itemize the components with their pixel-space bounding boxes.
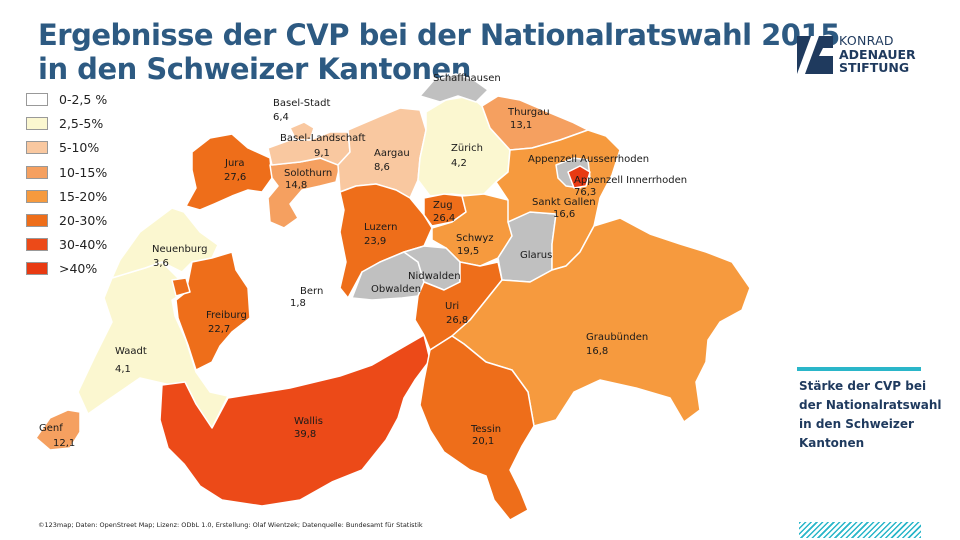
value-wallis: 39,8	[294, 429, 316, 440]
value-waadt: 4,1	[115, 364, 131, 375]
legend-label: 15-20%	[59, 188, 108, 204]
label-basel-landschaft: Basel-Landschaft	[280, 133, 366, 144]
value-tessin: 20,1	[472, 436, 494, 447]
side-caption-line: Stärke der CVP bei	[799, 379, 927, 393]
label-appenzell-innerrhoden: Appenzell Innerrhoden	[574, 175, 687, 186]
logo-line-2: ADENAUER	[839, 46, 916, 62]
value-graubuenden: 16,8	[586, 346, 608, 357]
label-sankt-gallen: Sankt Gallen	[532, 197, 596, 208]
label-nidwalden: Nidwalden	[408, 271, 461, 282]
canton-tessin[interactable]	[419, 335, 535, 521]
label-luzern: Luzern	[364, 222, 397, 233]
value-basel-landschaft: 9,1	[314, 148, 330, 159]
title-line-2: in den Schweizer Kantonen	[38, 52, 471, 86]
label-solothurn: Solothurn	[284, 168, 332, 179]
label-basel-stadt: Basel-Stadt	[273, 98, 330, 109]
logo-text: KONRAD ADENAUER STIFTUNG	[839, 34, 916, 75]
label-bern: Bern	[300, 286, 323, 297]
legend-swatch	[26, 189, 48, 203]
label-jura: Jura	[224, 158, 245, 169]
legend-label: 2,5-5%	[59, 116, 104, 132]
legend-label: 5-10%	[59, 140, 100, 156]
canton-jura[interactable]	[185, 133, 273, 211]
legend-label: 30-40%	[59, 237, 108, 253]
canton-genf[interactable]	[35, 409, 81, 451]
kas-logo-icon	[797, 36, 833, 74]
label-uri: Uri	[445, 301, 459, 312]
label-tessin: Tessin	[470, 424, 501, 435]
side-caption-line: in den Schweizer	[799, 417, 914, 431]
legend-swatch	[26, 262, 48, 276]
legend-swatch	[26, 93, 48, 106]
value-jura: 27,6	[224, 172, 246, 183]
label-aargau: Aargau	[374, 148, 410, 159]
label-zug: Zug	[433, 200, 453, 211]
value-zuerich: 4,2	[451, 158, 467, 169]
label-schaffhausen: Schaffhausen	[433, 73, 501, 84]
value-sankt-gallen: 16,6	[553, 209, 575, 220]
label-waadt: Waadt	[115, 346, 147, 357]
value-thurgau: 13,1	[510, 120, 532, 131]
label-neuenburg: Neuenburg	[152, 244, 207, 255]
value-bern: 1,8	[290, 298, 306, 309]
value-appenzell-innerrhoden: 76,3	[574, 187, 596, 198]
legend-swatch	[26, 238, 48, 252]
side-caption-line: Kantonen	[799, 436, 865, 450]
label-zuerich: Zürich	[451, 143, 483, 154]
canton-wallis[interactable]	[159, 334, 431, 507]
canton-basel-stadt[interactable]	[289, 121, 315, 141]
legend-label: >40%	[59, 261, 98, 277]
value-aargau: 8,6	[374, 162, 390, 173]
canton-freiburg[interactable]	[175, 251, 251, 371]
label-genf: Genf	[39, 423, 63, 434]
value-luzern: 23,9	[364, 236, 386, 247]
value-schwyz: 19,5	[457, 246, 479, 257]
page-title: Ergebnisse der CVP bei der Nationalratsw…	[38, 18, 840, 86]
label-glarus: Glarus	[520, 250, 552, 261]
side-caption-line: der Nationalratswahl	[799, 398, 942, 412]
label-obwalden: Obwalden	[371, 284, 421, 295]
source-note: ©123map; Daten: OpenStreet Map; Lizenz: …	[38, 521, 423, 529]
label-schwyz: Schwyz	[456, 233, 494, 244]
value-freiburg: 22,7	[208, 324, 230, 335]
logo-line-3: STIFTUNG	[839, 60, 910, 75]
label-freiburg: Freiburg	[206, 310, 247, 321]
value-uri: 26,8	[446, 315, 468, 326]
legend-swatch	[26, 117, 48, 131]
label-graubuenden: Graubünden	[586, 332, 648, 343]
value-basel-stadt: 6,4	[273, 112, 289, 123]
canton-appenzell-innerrhoden[interactable]	[567, 165, 591, 189]
legend-swatch	[26, 165, 48, 179]
label-appenzell-ausserrhoden: Appenzell Ausserrhoden	[528, 154, 649, 165]
canton-schaffhausen[interactable]	[419, 73, 489, 103]
logo-line-1: KONRAD	[839, 33, 894, 48]
canton-freiburg-enclave	[171, 277, 191, 297]
legend-label: 10-15%	[59, 164, 108, 180]
accent-bar	[797, 367, 921, 371]
title-line-1: Ergebnisse der CVP bei der Nationalratsw…	[38, 18, 840, 52]
label-thurgau: Thurgau	[507, 107, 550, 118]
legend-swatch	[26, 213, 48, 227]
legend-label: 20-30%	[59, 212, 108, 228]
hatched-decoration	[799, 522, 921, 538]
label-wallis: Wallis	[294, 416, 323, 427]
side-caption: Stärke der CVP bei der Nationalratswahl …	[799, 377, 949, 453]
value-solothurn: 14,8	[285, 180, 307, 191]
legend-label: 0-2,5 %	[59, 92, 108, 107]
legend-swatch	[26, 141, 48, 155]
value-neuenburg: 3,6	[153, 258, 169, 269]
value-zug: 26,4	[433, 213, 455, 224]
value-genf: 12,1	[53, 438, 75, 449]
